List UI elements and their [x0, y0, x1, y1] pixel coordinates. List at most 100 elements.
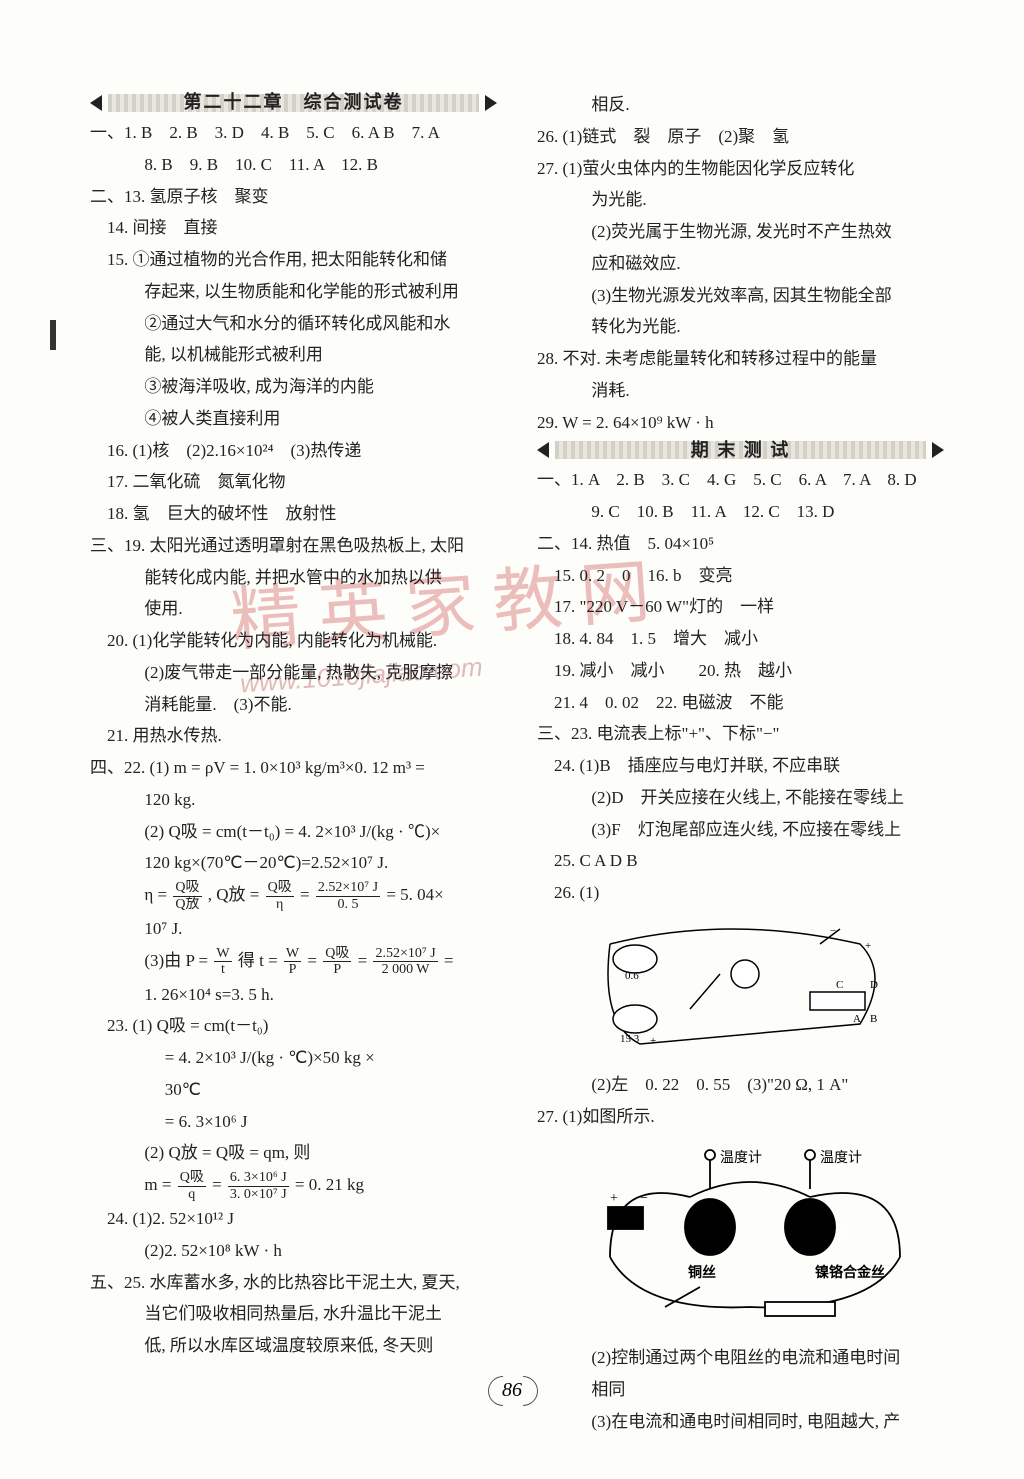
- eq-text: , Q放 =: [208, 885, 260, 904]
- eq-text: =: [444, 951, 454, 970]
- fraction: Wt: [214, 946, 231, 978]
- text-line: 相同: [537, 1375, 944, 1405]
- eq-text: =: [307, 951, 317, 970]
- text-line: 转化为光能.: [537, 312, 944, 342]
- fraction: 2.52×10⁷ J0. 5: [316, 880, 380, 912]
- text-line: 当它们吸收相同热量后, 水升温比干泥土: [90, 1299, 497, 1329]
- fraction: Q吸η: [266, 880, 294, 912]
- final-title: 期 末 测 试: [555, 441, 926, 459]
- fig-label: +: [650, 1035, 656, 1047]
- text-line: 应和磁效应.: [537, 249, 944, 279]
- fig-label: 0.6: [625, 970, 639, 982]
- text-line: (2)废气带走一部分能量, 热散失, 克服摩擦: [90, 658, 497, 688]
- text-line: 一、1. B 2. B 3. D 4. B 5. C 6. A B 7. A: [90, 118, 497, 148]
- text-line: 能, 以机械能形式被利用: [90, 340, 497, 370]
- text-line: 18. 4. 84 1. 5 增大 减小: [537, 624, 944, 654]
- fig-label: +: [865, 940, 871, 952]
- eq-text: =: [358, 951, 368, 970]
- text-line: 27. (1)如图所示.: [537, 1102, 944, 1132]
- text-line: 消耗.: [537, 376, 944, 406]
- fig-label: B: [840, 1226, 849, 1241]
- text-line: (3)生物光源发光效率高, 因其生物能全部: [537, 281, 944, 311]
- text-line: 17. "220 V－60 W"灯的 一样: [537, 592, 944, 622]
- fig-label: 15 3: [620, 1033, 640, 1045]
- text-line: (2)2. 52×10⁸ kW · h: [90, 1236, 497, 1266]
- text-line: 30℃: [90, 1075, 497, 1105]
- fraction: 2.52×10⁷ J2 000 W: [373, 946, 437, 978]
- text-line: 20. (1)化学能转化为内能, 内能转化为机械能.: [90, 626, 497, 656]
- text-line: = 6. 3×10⁶ J: [90, 1107, 497, 1137]
- eq-text: = 5. 04×: [386, 885, 443, 904]
- tri-right-icon: [485, 95, 497, 111]
- text-line: ④被人类直接利用: [90, 404, 497, 434]
- text-line: = 4. 2×10³ J/(kg · ℃)×50 kg ×: [90, 1043, 497, 1073]
- text-line: (2)控制通过两个电阻丝的电流和通电时间: [537, 1343, 944, 1373]
- fig-label: A: [740, 1226, 751, 1241]
- text-line: 二、14. 热值 5. 04×10⁵: [537, 529, 944, 559]
- text-line: ②通过大气和水分的循环转化成风能和水: [90, 309, 497, 339]
- fig-label: A: [853, 1013, 861, 1025]
- eq-text: =: [300, 885, 310, 904]
- text-line: 存起来, 以生物质能和化学能的形式被利用: [90, 277, 497, 307]
- text-line: 120 kg.: [90, 785, 497, 815]
- equation-line: η = Q吸Q放 , Q放 = Q吸η = 2.52×10⁷ J0. 5 = 5…: [90, 880, 497, 912]
- text-line: 23. (1) Q吸 = cm(t－t₀): [90, 1011, 497, 1041]
- text-line: 为光能.: [537, 185, 944, 215]
- eq-text: =: [212, 1175, 222, 1194]
- text-line: (3)F 灯泡尾部应连火线, 不应接在零线上: [537, 815, 944, 845]
- fraction: Q吸P: [323, 946, 351, 978]
- text-line: 21. 4 0. 02 22. 电磁波 不能: [537, 688, 944, 718]
- tri-left-icon: [537, 442, 549, 458]
- fig-label: D: [870, 979, 878, 991]
- text-line: 27. (1)萤火虫体内的生物能因化学反应转化: [537, 154, 944, 184]
- eq-text: 得 t =: [238, 951, 278, 970]
- fig-label: C: [836, 979, 843, 991]
- text-line: 三、19. 太阳光通过透明罩射在黑色吸热板上, 太阳: [90, 531, 497, 561]
- fraction: WP: [284, 946, 301, 978]
- final-header: 期 末 测 试: [537, 441, 944, 459]
- fraction: Q吸q: [178, 1170, 206, 1202]
- text-line: 24. (1)B 插座应与电灯并联, 不应串联: [537, 751, 944, 781]
- text-line: 低, 所以水库区域温度较原来低, 冬天则: [90, 1331, 497, 1361]
- text-line: 15. 0. 2 0 16. b 变亮: [537, 561, 944, 591]
- equation-line: m = Q吸q = 6. 3×10⁶ J3. 0×10⁷ J = 0. 21 k…: [90, 1170, 497, 1202]
- text-line: (2)荧光属于生物光源, 发光时不产生热效: [537, 217, 944, 247]
- text-line: 120 kg×(70℃－20℃)=2.52×10⁷ J.: [90, 848, 497, 878]
- tri-right-icon: [932, 442, 944, 458]
- fig-label: 温度计: [720, 1150, 762, 1166]
- text-line: 消耗能量. (3)不能.: [90, 690, 497, 720]
- chapter-title: 第二十二章 综合测试卷: [108, 94, 479, 112]
- text-line: 10⁷ J.: [90, 914, 497, 944]
- circuit-svg: 0.6 15 3 + A B C D − +: [580, 914, 900, 1064]
- text-line: (2) Q吸 = cm(t－t₀) = 4. 2×10³ J/(kg · ℃)×: [90, 817, 497, 847]
- fraction: 6. 3×10⁶ J3. 0×10⁷ J: [228, 1170, 289, 1202]
- page-container: 第二十二章 综合测试卷 一、1. B 2. B 3. D 4. B 5. C 6…: [0, 0, 1024, 1479]
- fig-label: B: [870, 1013, 877, 1025]
- text-line: 24. (1)2. 52×10¹² J: [90, 1204, 497, 1234]
- left-column: 第二十二章 综合测试卷 一、1. B 2. B 3. D 4. B 5. C 6…: [90, 90, 497, 1439]
- fraction: Q吸Q放: [173, 880, 201, 912]
- circuit-svg-2: 温度计 温度计 A B 铜丝 镍铬合金丝 + −: [580, 1137, 920, 1337]
- tri-left-icon: [90, 95, 102, 111]
- eq-text: = 0. 21 kg: [295, 1175, 364, 1194]
- text-line: (2)左 0. 22 0. 55 (3)"20 Ω, 1 A": [537, 1070, 944, 1100]
- text-line: ③被海洋吸收, 成为海洋的内能: [90, 372, 497, 402]
- page-number: 86: [502, 1379, 522, 1402]
- text-line: 一、1. A 2. B 3. C 4. G 5. C 6. A 7. A 8. …: [537, 465, 944, 495]
- eq-text: (3)由 P =: [144, 951, 208, 970]
- text-line: 25. C A D B: [537, 846, 944, 876]
- text-line: 19. 减小 减小 20. 热 越小: [537, 656, 944, 686]
- text-line: 使用.: [90, 594, 497, 624]
- text-line: 26. (1)链式 裂 原子 (2)聚 氢: [537, 122, 944, 152]
- text-line: 五、25. 水库蓄水多, 水的比热容比干泥土大, 夏天,: [90, 1268, 497, 1298]
- text-line: 8. B 9. B 10. C 11. A 12. B: [90, 150, 497, 180]
- circuit-figure-2: 温度计 温度计 A B 铜丝 镍铬合金丝 + −: [580, 1137, 945, 1337]
- text-line: 能转化成内能, 并把水管中的水加热以供: [90, 563, 497, 593]
- text-line: 26. (1): [537, 878, 944, 908]
- fig-label: +: [610, 1191, 618, 1206]
- fig-label: 镍铬合金丝: [815, 1264, 885, 1281]
- text-line: 28. 不对. 未考虑能量转化和转移过程中的能量: [537, 344, 944, 374]
- circuit-figure-1: 0.6 15 3 + A B C D − +: [580, 914, 945, 1064]
- fig-label: −: [640, 1191, 648, 1206]
- text-line: 17. 二氧化硫 氮氧化物: [90, 467, 497, 497]
